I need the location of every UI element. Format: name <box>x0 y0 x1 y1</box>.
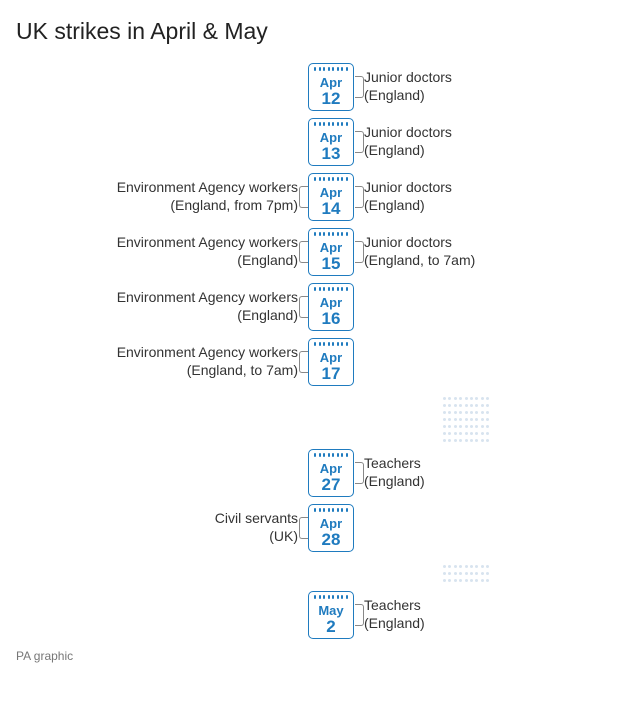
page-title: UK strikes in April & May <box>16 18 626 45</box>
right-column: Teachers(England) <box>364 455 624 491</box>
date-month: Apr <box>320 241 342 254</box>
left-column: Environment Agency workers(England, from… <box>14 179 298 215</box>
gap-indicator <box>443 557 489 589</box>
calendar-icon: Apr 28 <box>308 504 354 552</box>
connector-left <box>298 517 308 539</box>
source-credit: PA graphic <box>16 649 626 663</box>
connector-right <box>354 131 364 153</box>
timeline-row: May 2 Teachers(England) <box>14 589 626 641</box>
timeline-row: Apr 13 Junior doctors(England) <box>14 116 626 168</box>
date-month: Apr <box>320 186 342 199</box>
left-label: Environment Agency workers(England, from… <box>117 179 298 215</box>
calendar-icon: Apr 27 <box>308 449 354 497</box>
timeline-gap <box>14 391 626 447</box>
date-day: 28 <box>322 531 341 548</box>
calendar-icon: May 2 <box>308 591 354 639</box>
timeline-row: Civil servants(UK) Apr 28 <box>14 502 626 554</box>
date-day: 15 <box>322 255 341 272</box>
calendar-icon: Apr 14 <box>308 173 354 221</box>
timeline-row: Apr 12 Junior doctors(England) <box>14 61 626 113</box>
left-label: Civil servants(UK) <box>215 510 298 546</box>
timeline: Apr 12 Junior doctors(England) Apr 13 Ju… <box>14 61 626 641</box>
right-column: Teachers(England) <box>364 597 624 633</box>
date-month: May <box>318 604 343 617</box>
left-column: Environment Agency workers(England, to 7… <box>14 344 298 380</box>
right-label: Junior doctors(England, to 7am) <box>364 234 475 270</box>
connector-right <box>354 186 364 208</box>
right-column: Junior doctors(England) <box>364 69 624 105</box>
connector-right <box>354 604 364 626</box>
infographic-container: UK strikes in April & May Apr 12 Junior … <box>0 0 640 673</box>
right-label: Junior doctors(England) <box>364 124 452 160</box>
calendar-icon: Apr 16 <box>308 283 354 331</box>
date-day: 12 <box>322 90 341 107</box>
left-column: Environment Agency workers(England) <box>14 289 298 325</box>
date-month: Apr <box>320 296 342 309</box>
timeline-row: Environment Agency workers(England) Apr … <box>14 226 626 278</box>
date-day: 16 <box>322 310 341 327</box>
timeline-row: Apr 27 Teachers(England) <box>14 447 626 499</box>
calendar-icon: Apr 17 <box>308 338 354 386</box>
right-label: Teachers(England) <box>364 597 425 633</box>
connector-right <box>354 76 364 98</box>
left-label: Environment Agency workers(England) <box>117 234 298 270</box>
date-day: 14 <box>322 200 341 217</box>
calendar-icon: Apr 13 <box>308 118 354 166</box>
connector-left <box>298 296 308 318</box>
timeline-row: Environment Agency workers(England, to 7… <box>14 336 626 388</box>
left-label: Environment Agency workers(England, to 7… <box>117 344 298 380</box>
date-day: 17 <box>322 365 341 382</box>
date-day: 13 <box>322 145 341 162</box>
right-label: Junior doctors(England) <box>364 69 452 105</box>
right-label: Junior doctors(England) <box>364 179 452 215</box>
connector-left <box>298 241 308 263</box>
timeline-row: Environment Agency workers(England, from… <box>14 171 626 223</box>
right-column: Junior doctors(England) <box>364 124 624 160</box>
connector-left <box>298 186 308 208</box>
left-column: Civil servants(UK) <box>14 510 298 546</box>
connector-right <box>354 462 364 484</box>
left-label: Environment Agency workers(England) <box>117 289 298 325</box>
right-column: Junior doctors(England) <box>364 179 624 215</box>
connector-left <box>298 351 308 373</box>
right-label: Teachers(England) <box>364 455 425 491</box>
timeline-row: Environment Agency workers(England) Apr … <box>14 281 626 333</box>
right-column: Junior doctors(England, to 7am) <box>364 234 624 270</box>
gap-indicator <box>443 391 489 447</box>
calendar-icon: Apr 15 <box>308 228 354 276</box>
date-month: Apr <box>320 517 342 530</box>
connector-right <box>354 241 364 263</box>
date-month: Apr <box>320 131 342 144</box>
date-day: 2 <box>326 618 335 635</box>
date-day: 27 <box>322 476 341 493</box>
calendar-icon: Apr 12 <box>308 63 354 111</box>
date-month: Apr <box>320 351 342 364</box>
date-month: Apr <box>320 462 342 475</box>
timeline-gap <box>14 557 626 589</box>
date-month: Apr <box>320 76 342 89</box>
left-column: Environment Agency workers(England) <box>14 234 298 270</box>
